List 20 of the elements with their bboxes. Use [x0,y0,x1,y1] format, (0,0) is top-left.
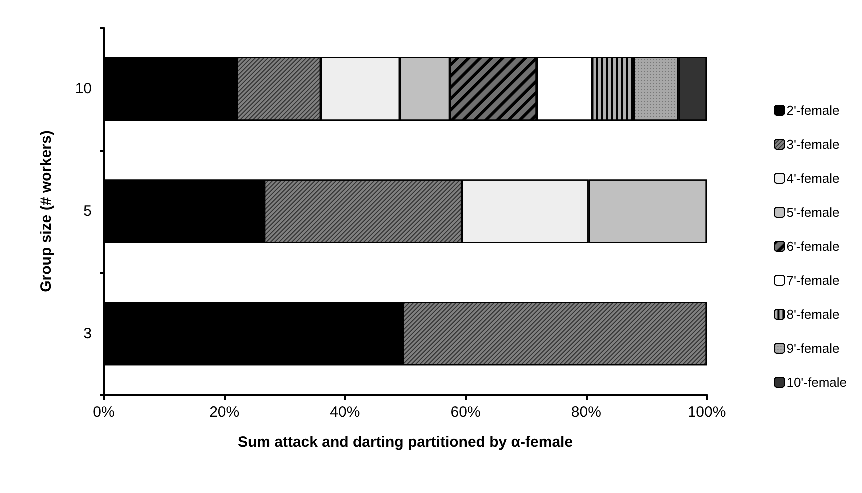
legend-label: 9'-female [786,341,840,356]
legend-label: 8'-female [786,307,840,322]
y-axis-title: Group size (# workers) [38,130,55,292]
y-tick-label: 3 [84,325,92,342]
legend-label: 4'-female [786,171,840,186]
legend-label: 5'-female [786,205,840,220]
x-tick-label: 60% [450,404,481,421]
legend-label: 6'-female [786,239,840,254]
legend-label: 7'-female [786,273,840,288]
x-tick-label: 40% [330,404,360,421]
legend-label: 2'-female [786,103,840,118]
x-tick-label: 0% [93,404,115,421]
y-tick-label: 5 [84,203,92,220]
x-tick-label: 20% [210,404,240,421]
x-tick-label: 80% [571,404,602,421]
x-tick-label: 100% [688,404,726,421]
y-tick-label: 10 [75,80,92,98]
x-axis-title: Sum attack and darting partitioned by α-female [238,434,574,451]
legend-label: 10'-female [786,375,848,390]
legend-label: 3'-female [786,137,840,152]
